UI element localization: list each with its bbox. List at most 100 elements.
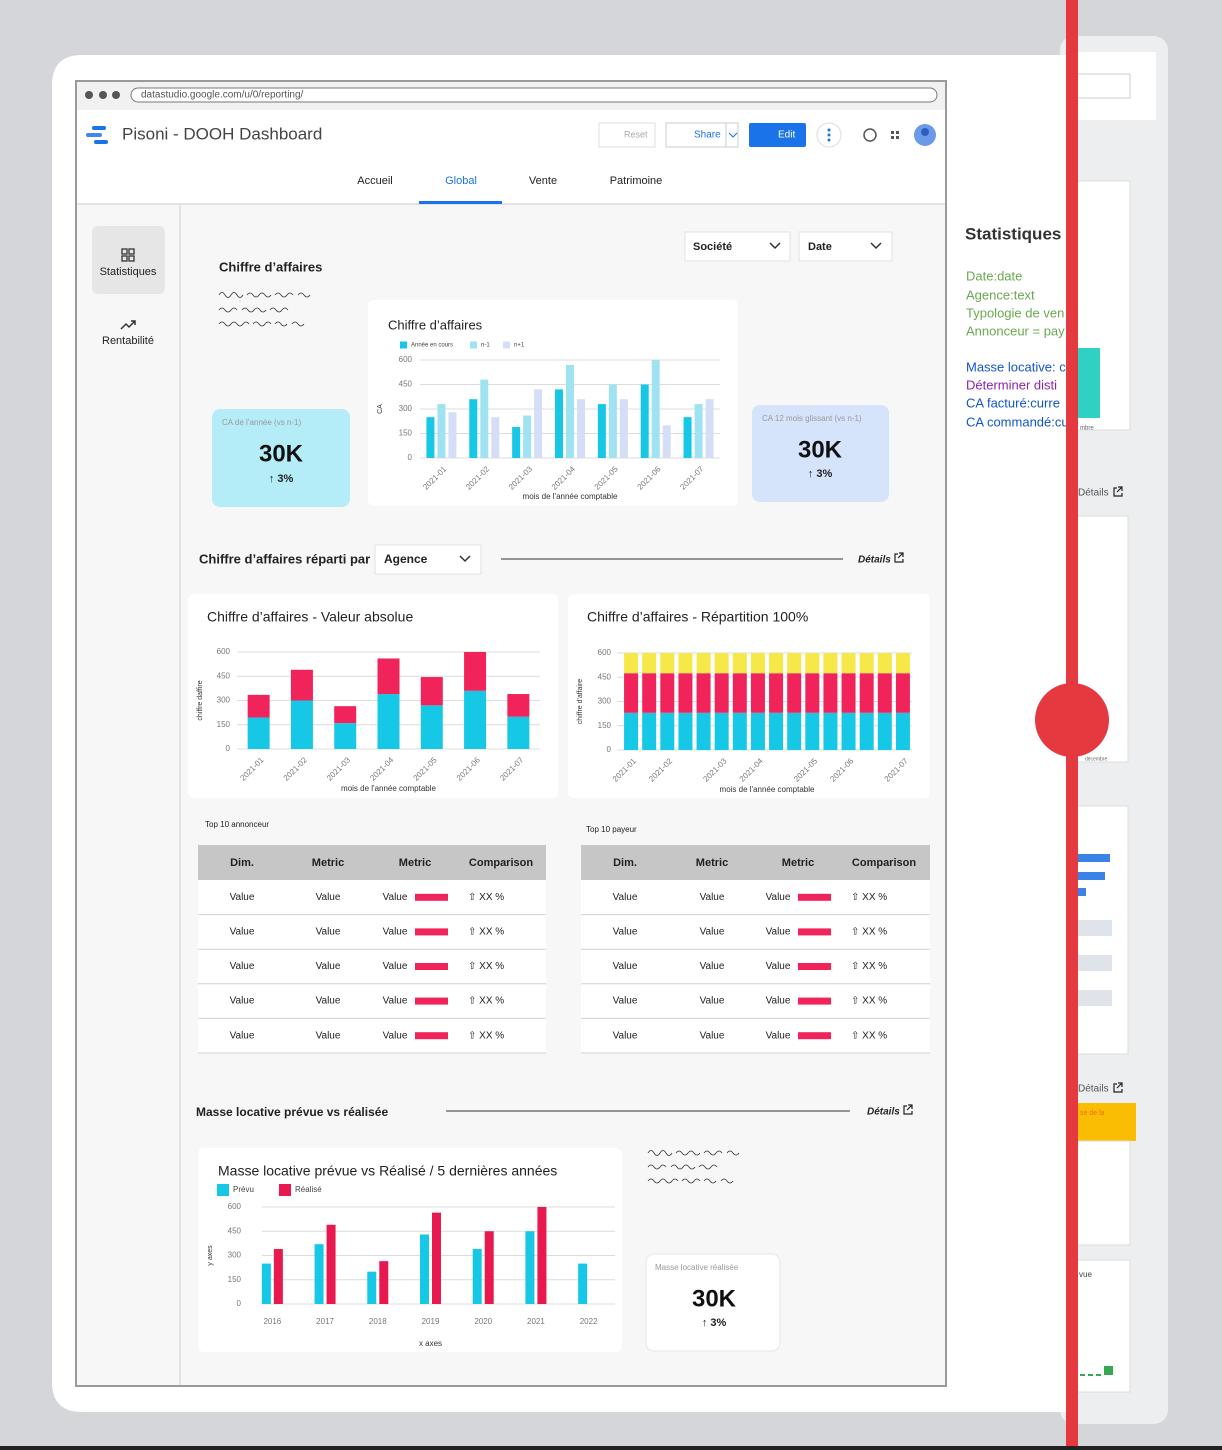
note-line: Typologie de ven [966,305,1064,320]
bg-bar [1078,990,1112,1006]
table-cell: Value [766,927,791,938]
table-title: Top 10 payeur [586,825,637,834]
bg-panel [1069,1140,1131,1246]
app-title: Pisoni - DOOH Dashboard [122,124,322,143]
table-cell: Value [700,927,725,938]
x-tick-label: 2016 [263,1317,281,1326]
bar-segment [660,673,675,713]
address-bar[interactable] [130,87,938,103]
metric-bar [415,1032,448,1040]
bar-segment [895,673,910,713]
y-tick-label: 150 [228,1275,242,1284]
guide-handle[interactable] [1035,683,1109,757]
bar [608,384,617,458]
bar-segment [805,673,820,713]
bar-segment [464,652,487,691]
table-cell: ⇧ XX % [851,961,887,972]
bar-segment [642,653,657,674]
bg-bar [1078,348,1100,418]
bar [326,1224,336,1304]
table-cell: Value [383,961,408,972]
panel-label: se de la [1080,1110,1105,1117]
tab[interactable]: Patrimoine [610,175,663,187]
edit-label: Edit [778,130,795,141]
legend-swatch [279,1184,291,1196]
bar-segment [247,694,270,718]
bar [484,1231,494,1304]
legend-label: Prévu [233,1185,254,1194]
tab[interactable]: Global [445,175,477,187]
window-dot [85,91,93,99]
bar [705,399,714,458]
bg-banner [1070,1103,1136,1141]
table-cell: Value [383,996,408,1007]
external-link-icon[interactable] [894,552,904,563]
bar [448,412,457,458]
bar-segment [420,705,443,749]
bar [578,1263,588,1304]
table-cell: Value [383,927,408,938]
edit-button[interactable] [749,123,806,147]
bar-segment [769,712,784,750]
bar [662,425,671,458]
section-title: Masse locative prévue vs réalisée [196,1105,388,1119]
apps-icon[interactable] [891,131,899,139]
bar-segment [859,712,874,750]
help-icon[interactable] [863,128,877,142]
tab[interactable]: Vente [529,175,557,187]
legend-swatch [503,341,510,349]
note-line: Annonceur = pay [966,323,1065,338]
bar-segment [714,673,729,713]
chart-card [568,594,930,798]
bar-segment [895,653,910,674]
kpi-value: 30K [798,436,843,463]
details-link[interactable]: Détails [867,1107,900,1118]
chart-title: Chiffre d’affaires - Valeur absolue [207,609,413,625]
y-axis-label: chiffre daffire [197,680,204,720]
bar-segment [841,673,856,713]
kpi-change: ↑ 3% [702,1317,727,1329]
tab[interactable]: Accueil [357,175,392,187]
bar [512,426,521,458]
external-link-icon[interactable] [1113,486,1123,497]
kpi-label: CA de l’année (vs n-1) [222,418,301,427]
table-cell: Value [700,1030,725,1041]
table-cell: Value [700,961,725,972]
bar [534,389,543,458]
note-line: Déterminer disti [966,377,1057,392]
bar-segment [787,653,802,674]
legend-label: Réalisé [295,1185,322,1194]
bar-segment [678,712,693,750]
y-tick-label: 300 [399,404,413,413]
details-link[interactable]: Détails [858,555,891,566]
bar-segment [624,673,639,713]
sidebar-item[interactable]: Rentabilité [102,335,154,347]
table-cell: ⇧ XX % [851,1030,887,1041]
y-tick-label: 150 [217,720,231,729]
details-link[interactable]: Détails [1078,1084,1109,1095]
table-cell: Value [316,927,341,938]
table-cell: Value [316,996,341,1007]
x-axis-label: x axes [419,1339,442,1348]
table-cell: Value [766,1030,791,1041]
sidebar-item[interactable]: Statistiques [100,266,157,278]
reset-button[interactable] [598,122,656,148]
bar-segment [823,653,838,674]
x-tick-label: 2019 [422,1317,440,1326]
agence-dropdown[interactable] [374,544,482,575]
bar [420,1234,429,1304]
url: datastudio.google.com/u/0/reporting/ [141,90,304,101]
y-tick-label: 0 [237,1299,242,1308]
filter-label: Date [808,241,832,253]
bar [683,417,692,458]
bg-bar [1078,920,1112,936]
table-title: Top 10 annonceur [205,820,269,829]
external-link-icon[interactable] [1113,1082,1123,1093]
bar [619,399,628,458]
kpi-value: 30K [692,1285,737,1312]
x-axis-label: mois de l'année comptable [523,492,618,501]
bar-segment [507,694,530,717]
details-link[interactable]: Détails [1078,488,1109,499]
external-link-icon[interactable] [903,1104,913,1115]
bg-bar [1078,854,1110,862]
